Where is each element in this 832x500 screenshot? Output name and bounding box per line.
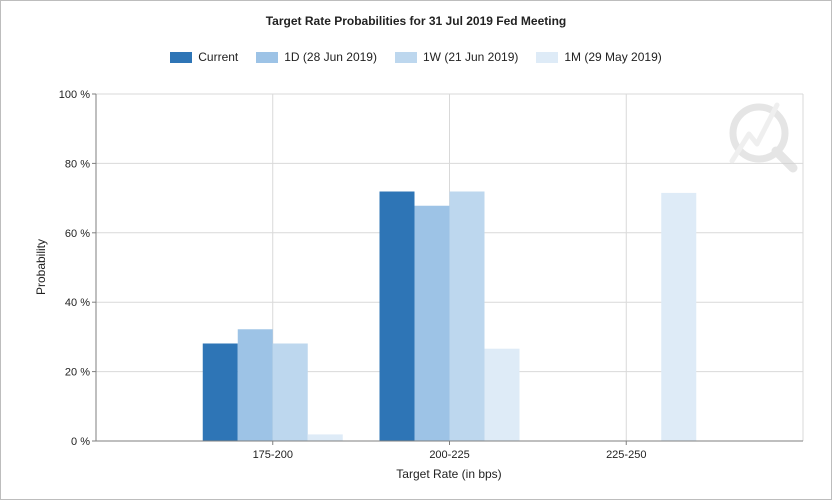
legend-swatch-current	[170, 51, 193, 63]
y-tick-label: 40 %	[65, 297, 90, 309]
x-tick-label: 225-250	[606, 449, 646, 461]
y-tick-label: 80 %	[65, 158, 90, 170]
x-tick-label: 175-200	[253, 449, 293, 461]
legend-item-current[interactable]: Current	[170, 50, 238, 64]
bar-1-200-225[interactable]	[379, 191, 415, 441]
legend-swatch-1d	[256, 51, 279, 63]
y-axis-label: Probability	[34, 239, 48, 295]
axis-layer: 0 % 20 % 40 % 60 % 80 % 100 % 175-200 200-225 22…	[59, 89, 803, 461]
bar-2-175-200[interactable]	[237, 329, 273, 441]
bar-4-225-250[interactable]	[661, 192, 697, 441]
y-tick-label: 0 %	[71, 436, 90, 448]
legend-item-1w[interactable]: 1W (21 Jun 2019)	[394, 50, 519, 64]
bar-3-200-225[interactable]	[449, 191, 485, 441]
y-tick-label: 60 %	[65, 228, 90, 240]
legend-swatch-1m	[536, 51, 559, 63]
x-tick-label: 200-225	[429, 449, 469, 461]
bar-1-175-200[interactable]	[202, 343, 238, 441]
bar-4-200-225[interactable]	[484, 348, 520, 441]
legend-swatch-1w	[394, 51, 417, 63]
y-tick-label: 100 %	[59, 89, 90, 101]
legend-label-1m: 1M (29 May 2019)	[564, 50, 662, 64]
legend-label-1w: 1W (21 Jun 2019)	[422, 50, 519, 64]
chart-legend: Current 1D (28 Jun 2019) 1W (21 Jun 2019…	[1, 50, 831, 64]
legend-label-1d: 1D (28 Jun 2019)	[284, 50, 377, 64]
legend-item-1d[interactable]: 1D (28 Jun 2019)	[256, 50, 377, 64]
bar-layer	[202, 191, 697, 441]
chart-title: Target Rate Probabilities for 31 Jul 201…	[265, 14, 567, 28]
watermark-q-lightning-icon	[729, 102, 798, 173]
bar-2-200-225[interactable]	[414, 205, 450, 441]
y-tick-label: 20 %	[65, 367, 90, 379]
bar-4-175-200[interactable]	[307, 434, 343, 441]
bar-3-175-200[interactable]	[272, 343, 308, 441]
legend-label-current: Current	[198, 50, 239, 64]
x-axis-label: Target Rate (in bps)	[396, 467, 501, 481]
legend-item-1m[interactable]: 1M (29 May 2019)	[536, 50, 662, 64]
